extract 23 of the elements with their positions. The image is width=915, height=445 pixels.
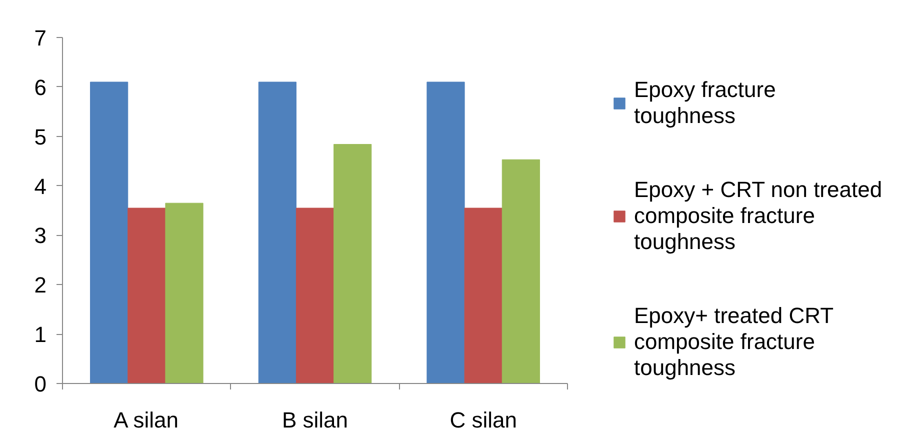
bar xyxy=(258,82,296,384)
legend-label: Epoxy fracture toughness xyxy=(634,77,776,129)
bar xyxy=(334,144,372,384)
y-tick-label: 3 xyxy=(34,223,47,248)
y-tick-label: 2 xyxy=(34,272,47,298)
bar xyxy=(296,208,334,384)
y-tick-label: 6 xyxy=(34,74,47,100)
y-tick-label: 7 xyxy=(34,26,47,50)
bar xyxy=(165,202,204,384)
bar xyxy=(464,208,502,384)
y-tick-label: 1 xyxy=(34,322,47,348)
y-tick-label: 0 xyxy=(34,372,47,396)
y-tick-label: 5 xyxy=(34,124,47,150)
bar xyxy=(502,159,540,384)
x-tick-label: A silan xyxy=(114,408,178,432)
bar xyxy=(90,82,128,384)
y-tick-label: 4 xyxy=(34,174,47,199)
bar xyxy=(128,208,166,384)
bar xyxy=(426,82,465,384)
x-tick-label: B silan xyxy=(282,408,348,432)
x-tick-label: C silan xyxy=(450,408,517,432)
legend-label: Epoxy + CRT non treated composite fracture toughness xyxy=(634,177,882,255)
legend-label: Epoxy+ treated CRT composite fracture toughness xyxy=(634,303,834,381)
